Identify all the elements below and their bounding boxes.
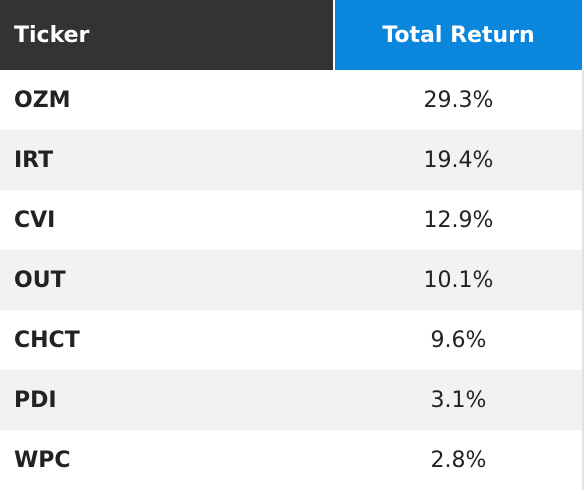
table-row: WPC 2.8% <box>0 430 584 490</box>
ticker-cell: IRT <box>14 147 54 173</box>
ticker-cell: OUT <box>14 267 66 293</box>
return-cell: 9.6% <box>430 327 487 353</box>
ticker-cell: CHCT <box>14 327 80 353</box>
ticker-cell: OZM <box>14 87 71 113</box>
table-row: IRT 19.4% <box>0 130 584 190</box>
table-row: PDI 3.1% <box>0 370 584 430</box>
return-cell: 10.1% <box>423 267 494 293</box>
table-body: OZM 29.3% IRT 19.4% CVI 12.9% OUT 10.1% CHCT 9.6%… <box>0 70 584 490</box>
return-cell: 29.3% <box>423 87 494 113</box>
ticker-cell: WPC <box>14 447 71 473</box>
header-row: Ticker Total Return <box>0 0 584 70</box>
ticker-cell: PDI <box>14 387 57 413</box>
return-cell: 12.9% <box>423 207 494 233</box>
ticker-cell: CVI <box>14 207 56 233</box>
table-row: OUT 10.1% <box>0 250 584 310</box>
table-row: CHCT 9.6% <box>0 310 584 370</box>
header-cell: Total Return <box>335 0 582 70</box>
return-cell: 2.8% <box>430 447 487 473</box>
return-cell: 19.4% <box>423 147 494 173</box>
return-cell: 3.1% <box>430 387 487 413</box>
header-cell: Ticker <box>0 0 335 70</box>
table-row: CVI 12.9% <box>0 190 584 250</box>
table-row: OZM 29.3% <box>0 70 584 130</box>
